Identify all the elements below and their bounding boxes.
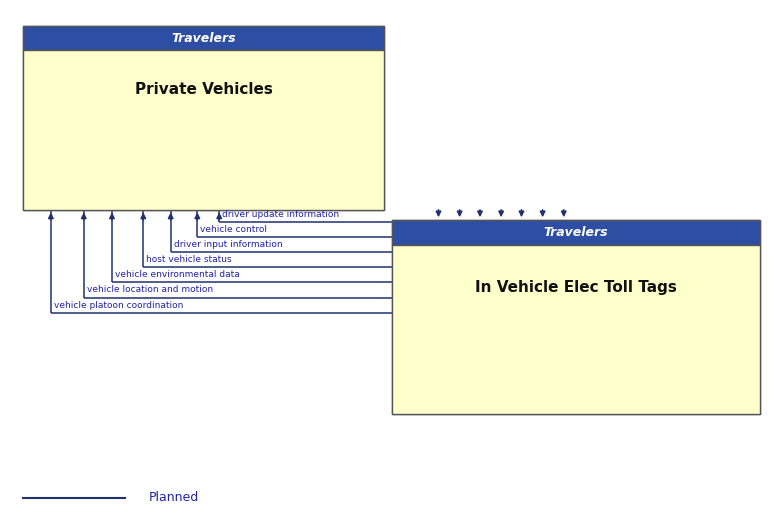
Bar <box>23 26 384 50</box>
Text: driver update information: driver update information <box>222 210 340 219</box>
Text: Planned: Planned <box>149 492 199 504</box>
Text: driver input information: driver input information <box>174 240 283 249</box>
Text: vehicle environmental data: vehicle environmental data <box>115 270 240 279</box>
Bar <box>392 220 760 414</box>
Text: vehicle control: vehicle control <box>200 225 268 234</box>
Text: Travelers: Travelers <box>171 31 236 45</box>
Bar <box>23 50 384 210</box>
Bar <box>392 245 760 414</box>
Text: In Vehicle Elec Toll Tags: In Vehicle Elec Toll Tags <box>474 280 677 295</box>
Bar <box>23 26 384 210</box>
Text: Private Vehicles: Private Vehicles <box>135 82 272 97</box>
Text: Travelers: Travelers <box>543 226 608 239</box>
Text: vehicle location and motion: vehicle location and motion <box>87 286 213 294</box>
Text: host vehicle status: host vehicle status <box>146 255 232 264</box>
Text: vehicle platoon coordination: vehicle platoon coordination <box>54 301 183 310</box>
Bar <box>392 220 760 245</box>
